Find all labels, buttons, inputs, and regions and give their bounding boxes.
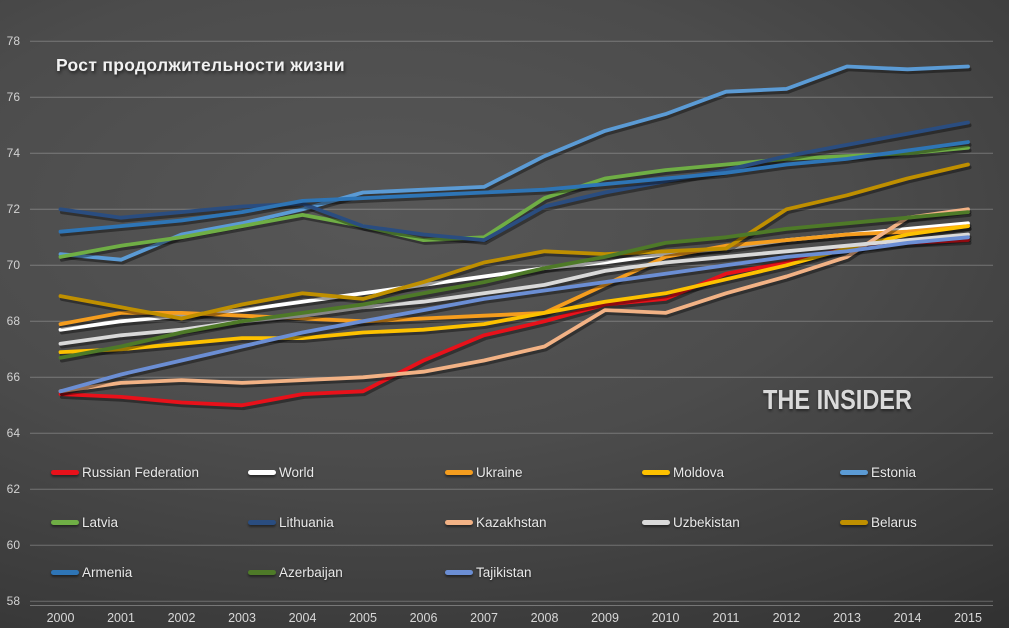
legend-label-kazakhstan: Kazakhstan bbox=[476, 514, 547, 530]
series-line-tajikistan bbox=[58, 235, 970, 394]
x-axis-tick-2009: 2009 bbox=[591, 611, 619, 625]
series-line-lithuania bbox=[58, 120, 970, 243]
chart-title: Рост продолжительности жизни bbox=[56, 55, 345, 75]
y-axis-tick-76: 76 bbox=[6, 90, 20, 105]
series-line-moldova bbox=[58, 224, 970, 355]
y-axis-tick-62: 62 bbox=[6, 482, 20, 497]
legend-label-estonia: Estonia bbox=[871, 464, 917, 480]
series-shadow-latvia bbox=[60, 148, 972, 262]
x-axis-tick-2012: 2012 bbox=[772, 611, 801, 625]
legend-label-uzbekistan: Uzbekistan bbox=[673, 514, 740, 530]
legend-item-uzbekistan: Uzbekistan bbox=[642, 512, 740, 532]
legend-item-latvia: Latvia bbox=[51, 512, 118, 532]
legend-item-estonia: Estonia bbox=[840, 462, 916, 482]
series-shadow-lithuania bbox=[60, 123, 972, 245]
x-axis-tick-2003: 2003 bbox=[228, 611, 256, 625]
legend-label-armenia: Armenia bbox=[82, 564, 133, 580]
x-axis-tick-2015: 2015 bbox=[954, 611, 982, 625]
legend-label-russian-federation: Russian Federation bbox=[82, 464, 200, 480]
y-axis-tick-68: 68 bbox=[6, 314, 20, 329]
legend-swatch-kazakhstan bbox=[445, 519, 473, 525]
x-axis-tick-2013: 2013 bbox=[833, 611, 861, 625]
legend-swatch-belarus bbox=[840, 519, 868, 525]
x-axis-tick-2008: 2008 bbox=[530, 611, 559, 625]
legend-item-belarus: Belarus bbox=[840, 512, 917, 532]
series-line-kazakhstan bbox=[58, 207, 970, 394]
legend-item-lithuania: Lithuania bbox=[248, 512, 334, 532]
x-axis-tick-2000: 2000 bbox=[46, 611, 75, 625]
series-line-latvia bbox=[58, 145, 970, 259]
series-shadow-moldova bbox=[60, 226, 972, 357]
legend-label-latvia: Latvia bbox=[82, 514, 119, 530]
x-axis-tick-2007: 2007 bbox=[470, 611, 498, 625]
legend-item-moldova: Moldova bbox=[642, 462, 724, 482]
legend-label-azerbaijan: Azerbaijan bbox=[279, 564, 343, 580]
x-axis-tick-2004: 2004 bbox=[288, 611, 317, 625]
y-axis-tick-70: 70 bbox=[6, 258, 20, 273]
legend-item-kazakhstan: Kazakhstan bbox=[445, 512, 547, 532]
series-line-ukraine bbox=[58, 224, 970, 327]
legend-item-tajikistan: Tajikistan bbox=[445, 562, 532, 582]
legend-label-world: World bbox=[279, 464, 315, 480]
legend-swatch-estonia bbox=[840, 469, 868, 475]
legend-label-lithuania: Lithuania bbox=[279, 514, 334, 530]
y-axis-tick-72: 72 bbox=[6, 202, 20, 217]
legend-swatch-latvia bbox=[51, 519, 79, 525]
series-shadow-belarus bbox=[60, 165, 972, 324]
x-axis-tick-2002: 2002 bbox=[167, 611, 196, 625]
legend-item-azerbaijan: Azerbaijan bbox=[248, 562, 343, 582]
series-shadow-armenia bbox=[60, 142, 972, 237]
legend-swatch-uzbekistan bbox=[642, 519, 670, 525]
y-axis-tick-58: 58 bbox=[6, 594, 20, 609]
legend-item-armenia: Armenia bbox=[51, 562, 132, 582]
series-shadow-kazakhstan bbox=[60, 210, 972, 397]
y-axis-tick-64: 64 bbox=[6, 426, 20, 441]
legend-label-belarus: Belarus bbox=[871, 514, 917, 530]
x-axis-tick-2006: 2006 bbox=[409, 611, 438, 625]
legend-item-russian-federation: Russian Federation bbox=[51, 462, 199, 482]
x-axis-tick-2001: 2001 bbox=[107, 611, 135, 625]
x-axis-tick-2005: 2005 bbox=[349, 611, 377, 625]
watermark: THE INSIDER bbox=[763, 384, 912, 415]
legend-swatch-russian-federation bbox=[51, 469, 79, 475]
x-axis-tick-2014: 2014 bbox=[893, 611, 922, 625]
series-line-azerbaijan bbox=[58, 210, 970, 360]
legend-swatch-azerbaijan bbox=[248, 569, 276, 575]
legend-swatch-armenia bbox=[51, 569, 79, 575]
legend-item-ukraine: Ukraine bbox=[445, 462, 523, 482]
series-shadow-azerbaijan bbox=[60, 212, 972, 363]
x-axis-tick-2011: 2011 bbox=[712, 611, 740, 625]
series-line-estonia bbox=[58, 64, 970, 262]
y-axis-tick-74: 74 bbox=[6, 146, 20, 161]
series-shadow-tajikistan bbox=[60, 238, 972, 397]
legend-swatch-world bbox=[248, 469, 276, 475]
legend-label-tajikistan: Tajikistan bbox=[476, 564, 532, 580]
y-axis-tick-66: 66 bbox=[6, 370, 20, 385]
legend-swatch-ukraine bbox=[445, 469, 473, 475]
x-axis-tick-2010: 2010 bbox=[651, 611, 680, 625]
legend-label-ukraine: Ukraine bbox=[476, 464, 523, 480]
y-axis-tick-60: 60 bbox=[6, 538, 20, 553]
y-axis-tick-78: 78 bbox=[6, 34, 20, 49]
series-line-armenia bbox=[58, 140, 970, 234]
legend-swatch-lithuania bbox=[248, 519, 276, 525]
legend-item-world: World bbox=[248, 462, 314, 482]
legend-label-moldova: Moldova bbox=[673, 464, 725, 480]
series-line-belarus bbox=[58, 162, 970, 321]
legend-swatch-moldova bbox=[642, 469, 670, 475]
legend-swatch-tajikistan bbox=[445, 569, 473, 575]
